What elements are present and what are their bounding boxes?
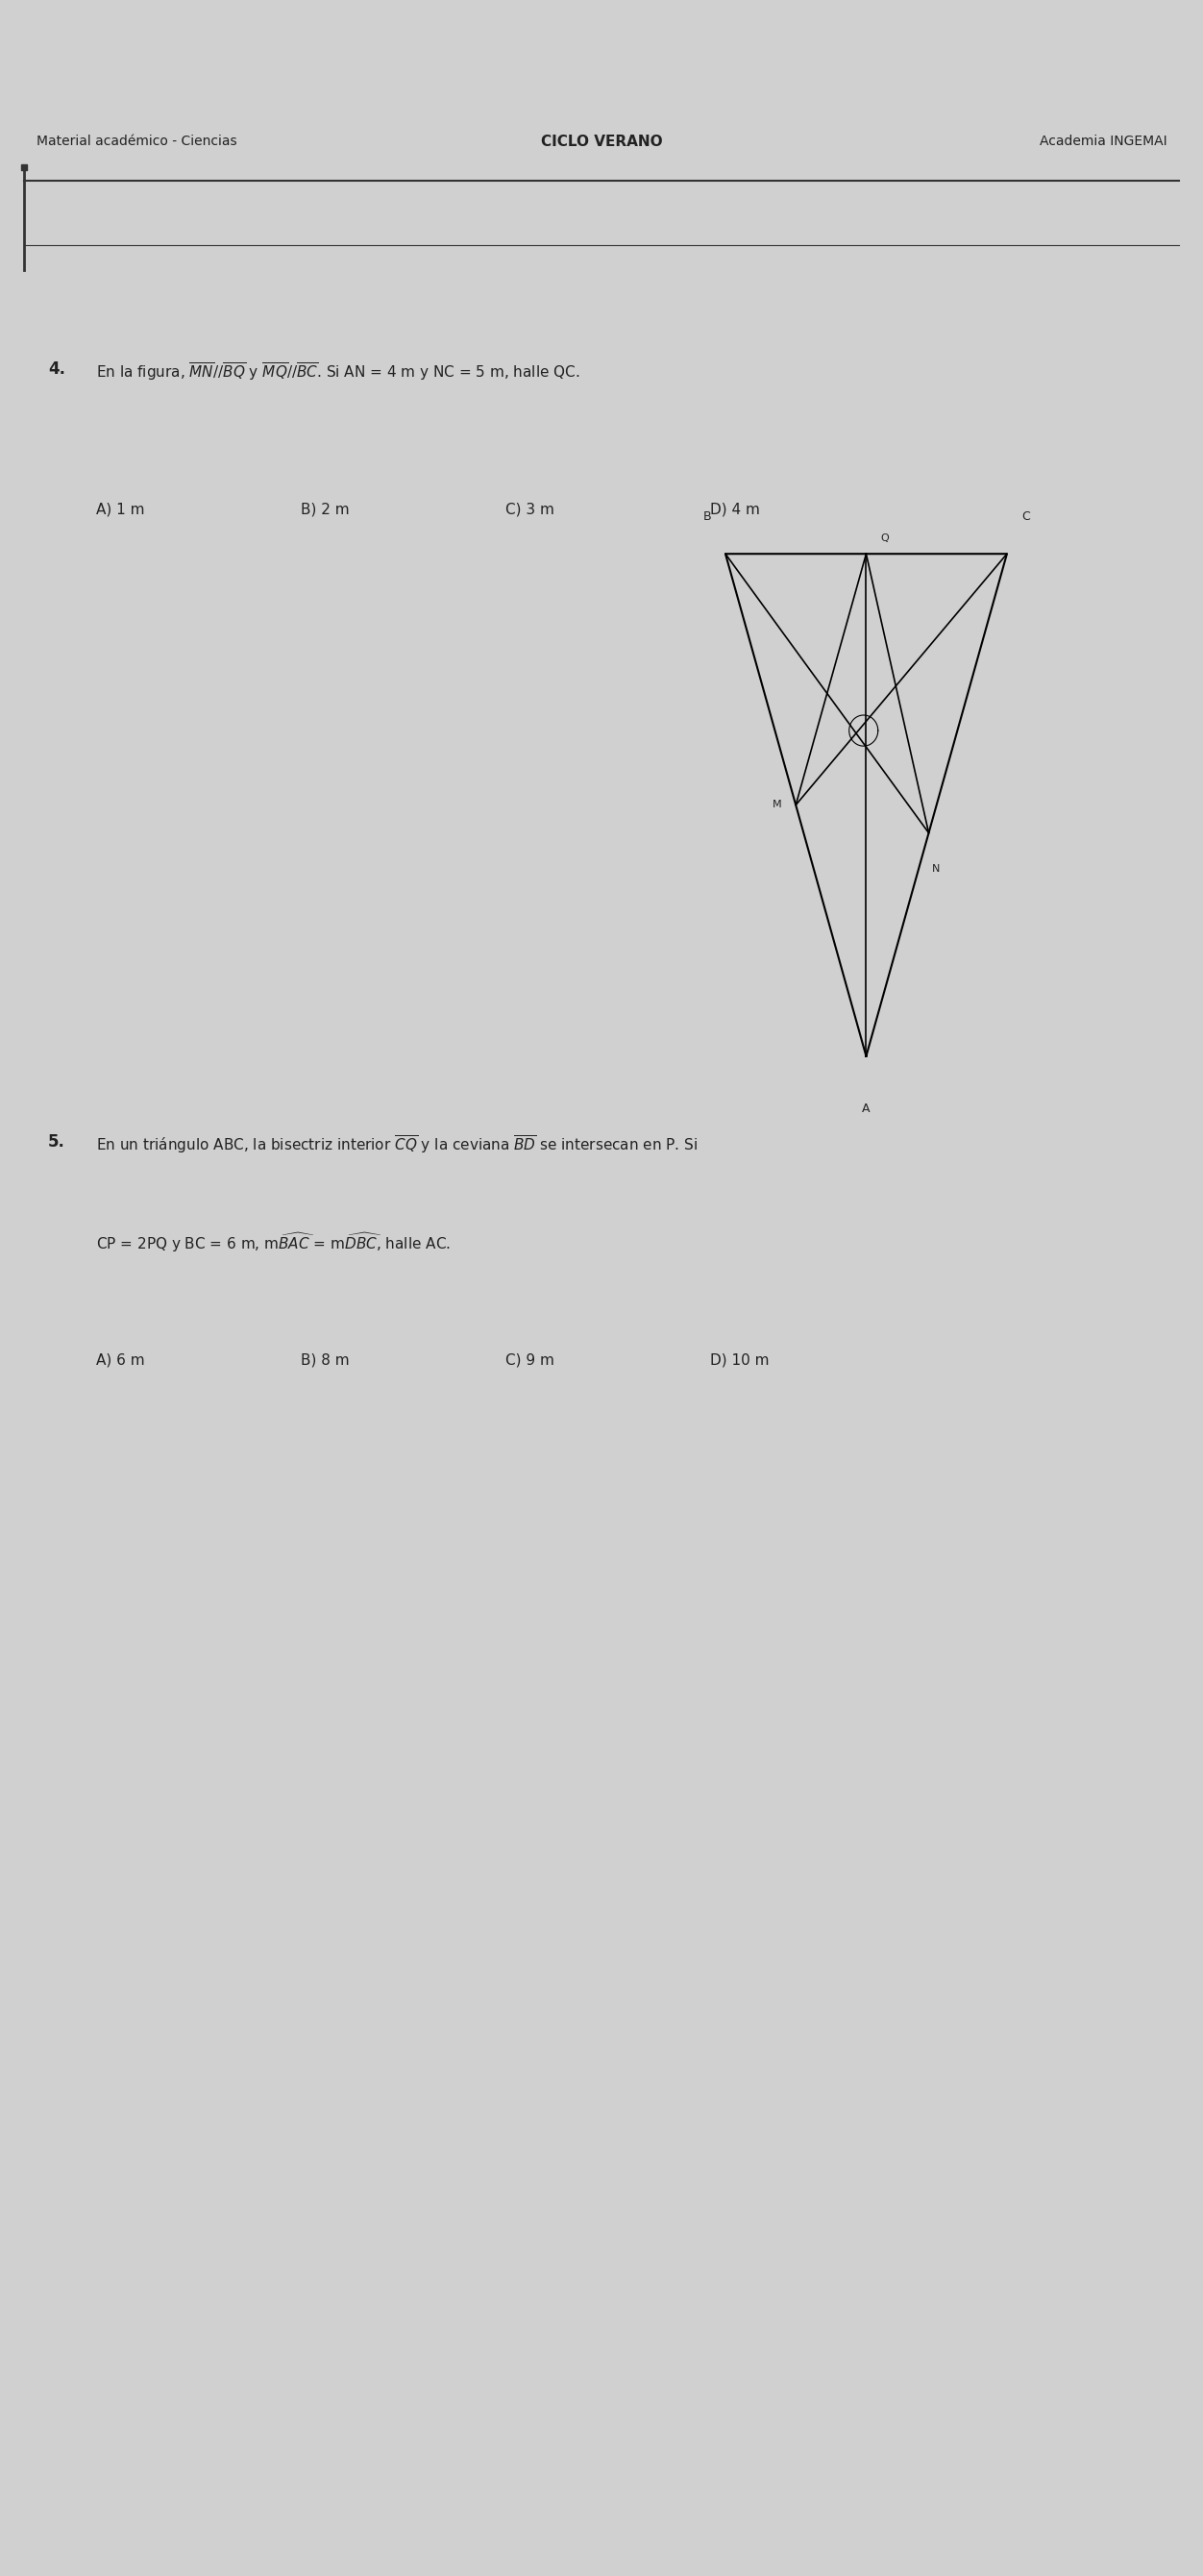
Text: C) 3 m: C) 3 m xyxy=(505,502,555,518)
Text: B) 8 m: B) 8 m xyxy=(301,1352,349,1368)
Text: B) 2 m: B) 2 m xyxy=(301,502,349,518)
Text: Material académico - Ciencias: Material académico - Ciencias xyxy=(36,134,237,149)
Text: CICLO VERANO: CICLO VERANO xyxy=(540,134,663,149)
Text: 5.: 5. xyxy=(48,1133,65,1151)
Text: Q: Q xyxy=(881,533,889,544)
Text: B: B xyxy=(703,510,711,523)
Text: En un triángulo ABC, la bisectriz interior $\overline{CQ}$ y la ceviana $\overli: En un triángulo ABC, la bisectriz interi… xyxy=(96,1133,698,1157)
Text: C: C xyxy=(1021,510,1030,523)
Text: CP = 2PQ y BC = 6 m, m$\widehat{BAC}$ = m$\widehat{DBC}$, halle AC.: CP = 2PQ y BC = 6 m, m$\widehat{BAC}$ = … xyxy=(96,1231,451,1255)
Text: A) 1 m: A) 1 m xyxy=(96,502,144,518)
Text: A: A xyxy=(863,1103,870,1115)
Text: A) 6 m: A) 6 m xyxy=(96,1352,144,1368)
Text: Academia INGEMAI: Academia INGEMAI xyxy=(1039,134,1167,149)
Text: En la figura, $\overline{MN}//\overline{BQ}$ y $\overline{MQ}//\overline{BC}$. S: En la figura, $\overline{MN}//\overline{… xyxy=(96,361,580,384)
Text: D) 10 m: D) 10 m xyxy=(710,1352,769,1368)
Text: D) 4 m: D) 4 m xyxy=(710,502,759,518)
Text: M: M xyxy=(772,801,782,809)
Text: C) 9 m: C) 9 m xyxy=(505,1352,555,1368)
Text: 4.: 4. xyxy=(48,361,65,379)
Text: N: N xyxy=(932,863,940,873)
